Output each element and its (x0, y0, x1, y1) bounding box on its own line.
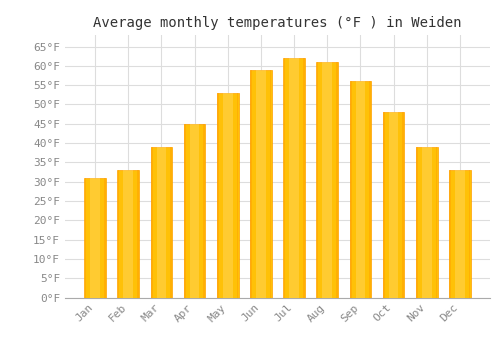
Bar (416, 147, 438, 298)
Bar (124, 170, 133, 298)
Bar (137, 170, 139, 298)
Bar (104, 178, 106, 298)
Bar (322, 62, 332, 298)
Bar (284, 58, 305, 298)
Bar (184, 124, 206, 298)
Bar (350, 81, 352, 298)
Bar (449, 170, 470, 298)
Bar (336, 62, 338, 298)
Bar (250, 70, 252, 298)
Bar (156, 147, 166, 298)
Bar (150, 147, 172, 298)
Bar (350, 81, 371, 298)
Bar (223, 93, 232, 298)
Bar (84, 178, 106, 298)
Bar (450, 170, 451, 298)
Bar (388, 112, 398, 298)
Bar (118, 170, 120, 298)
Bar (217, 93, 238, 298)
Bar (84, 178, 86, 298)
Bar (90, 178, 100, 298)
Bar (303, 58, 304, 298)
Bar (316, 62, 318, 298)
Bar (416, 147, 418, 298)
Bar (383, 112, 404, 298)
Bar (270, 70, 272, 298)
Bar (204, 124, 205, 298)
Bar (369, 81, 371, 298)
Bar (184, 124, 186, 298)
Bar (356, 81, 366, 298)
Bar (455, 170, 465, 298)
Bar (217, 93, 219, 298)
Bar (422, 147, 432, 298)
Bar (256, 70, 266, 298)
Bar (250, 70, 272, 298)
Bar (402, 112, 404, 298)
Bar (383, 112, 384, 298)
Bar (468, 170, 470, 298)
Bar (284, 58, 285, 298)
Bar (436, 147, 438, 298)
Bar (151, 147, 152, 298)
Bar (289, 58, 299, 298)
Bar (170, 147, 172, 298)
Bar (118, 170, 139, 298)
Bar (190, 124, 200, 298)
Title: Average monthly temperatures (°F ) in Weiden: Average monthly temperatures (°F ) in We… (93, 16, 462, 30)
Bar (316, 62, 338, 298)
Bar (236, 93, 238, 298)
